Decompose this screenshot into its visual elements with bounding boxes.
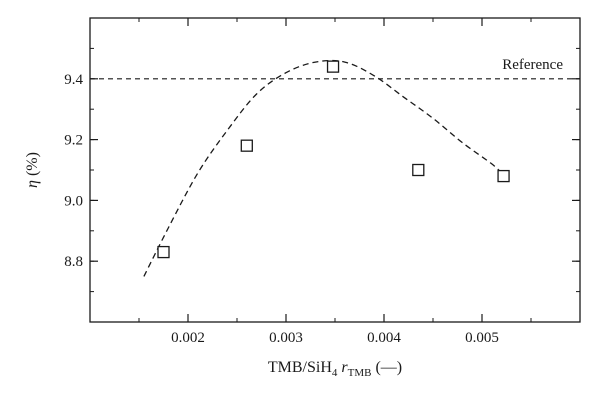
fit-curve-group bbox=[143, 59, 503, 277]
x-axis-label: TMB/SiH4 rTMB (—) bbox=[268, 359, 402, 379]
x-axis-symbol-sub: TMB bbox=[348, 367, 372, 379]
tick-labels: 0.002 0.003 0.004 0.005 8.8 9.0 9.2 9.4 bbox=[64, 72, 499, 346]
y-axis-label: η (%) bbox=[24, 152, 41, 188]
data-point bbox=[497, 169, 510, 183]
x-tick-label: 0.002 bbox=[171, 330, 205, 346]
data-points bbox=[157, 60, 510, 259]
data-point bbox=[326, 60, 340, 73]
y-tick-label: 9.0 bbox=[64, 193, 83, 209]
fit-curve bbox=[143, 59, 503, 277]
x-axis-prefix-sub: 4 bbox=[332, 367, 338, 379]
reference-line-group: Reference bbox=[90, 57, 580, 80]
x-axis-symbol: r bbox=[341, 359, 348, 376]
y-axis-unit: (%) bbox=[24, 152, 41, 180]
x-axis-suffix: (—) bbox=[371, 359, 402, 376]
x-axis-prefix: TMB/SiH bbox=[268, 359, 332, 376]
data-point bbox=[412, 163, 425, 177]
axis-ticks bbox=[90, 18, 580, 322]
y-tick-label: 9.2 bbox=[64, 133, 83, 149]
reference-label: Reference bbox=[502, 57, 563, 73]
y-tick-label: 8.8 bbox=[64, 254, 83, 270]
data-point bbox=[240, 139, 253, 152]
x-tick-label: 0.005 bbox=[465, 330, 499, 346]
x-tick-label: 0.004 bbox=[367, 330, 401, 346]
x-tick-label: 0.003 bbox=[269, 330, 303, 346]
y-axis-symbol: η bbox=[24, 180, 41, 188]
data-point bbox=[157, 245, 170, 259]
y-tick-label: 9.4 bbox=[64, 72, 83, 88]
